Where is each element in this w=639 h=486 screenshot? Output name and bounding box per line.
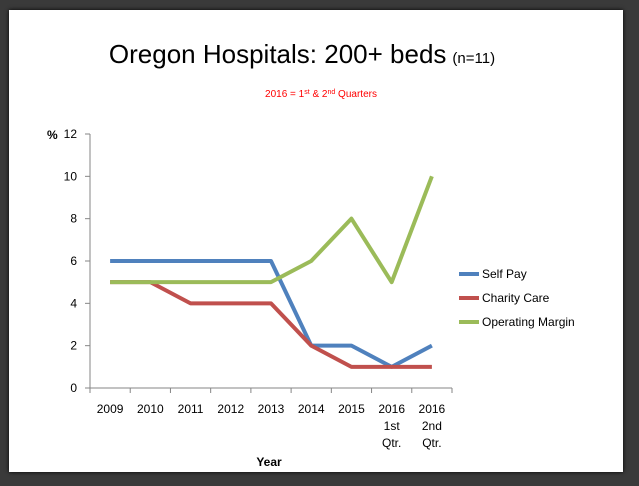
series-lines <box>110 175 434 369</box>
legend-label: Self Pay <box>482 267 527 281</box>
series-line-charity-care <box>110 280 432 369</box>
series-line-operating-margin <box>110 175 434 285</box>
y-tick-label: 4 <box>70 296 77 310</box>
y-tick-label: 2 <box>70 339 77 353</box>
y-tick-label: 8 <box>70 212 77 226</box>
legend-label: Operating Margin <box>482 315 575 329</box>
x-tick-label: 2011 <box>178 402 204 416</box>
axes <box>85 133 453 393</box>
x-tick-label: 2014 <box>298 402 325 416</box>
y-tick-labels: 0 2 4 6 8 10 12 <box>64 127 78 395</box>
y-tick-label: 0 <box>70 381 77 395</box>
y-tick-label: 6 <box>70 254 77 268</box>
chart-title: Oregon Hospitals: 200+ beds (n=11) <box>109 39 495 69</box>
y-tick-label: 12 <box>64 127 78 141</box>
x-tick-label: 2010 <box>137 402 164 416</box>
y-tick-label: 10 <box>64 169 78 183</box>
x-tick-labels: 2009 2010 2011 2012 2013 2014 2015 2016 1st Qtr. 2… <box>97 402 446 450</box>
slide: Oregon Hospitals: 200+ beds (n=11) 2016 =… <box>9 10 623 472</box>
chart-title-main: Oregon Hospitals: 200+ beds <box>109 39 447 69</box>
chart-title-suffix: (n=11) <box>452 50 495 67</box>
x-tick-label: 2015 <box>338 402 365 416</box>
chart-subtitle: 2016 = 1st & 2nd Quarters <box>265 89 377 101</box>
legend-label: Charity Care <box>482 291 550 305</box>
x-tick-label: 2009 <box>97 402 124 416</box>
x-axis-title: Year <box>256 455 282 469</box>
series-line-self-pay <box>110 259 433 369</box>
line-chart: Oregon Hospitals: 200+ beds (n=11) 2016 =… <box>47 39 575 469</box>
x-tick-label: 2012 <box>217 402 244 416</box>
x-tick-label: 2016 1st Qtr. <box>378 402 405 450</box>
x-tick-label: 2013 <box>258 402 285 416</box>
legend: Self Pay Charity Care Operating Margin <box>459 267 575 329</box>
y-axis-unit: % <box>47 128 58 142</box>
x-tick-label: 2016 2nd Qtr. <box>419 402 446 450</box>
